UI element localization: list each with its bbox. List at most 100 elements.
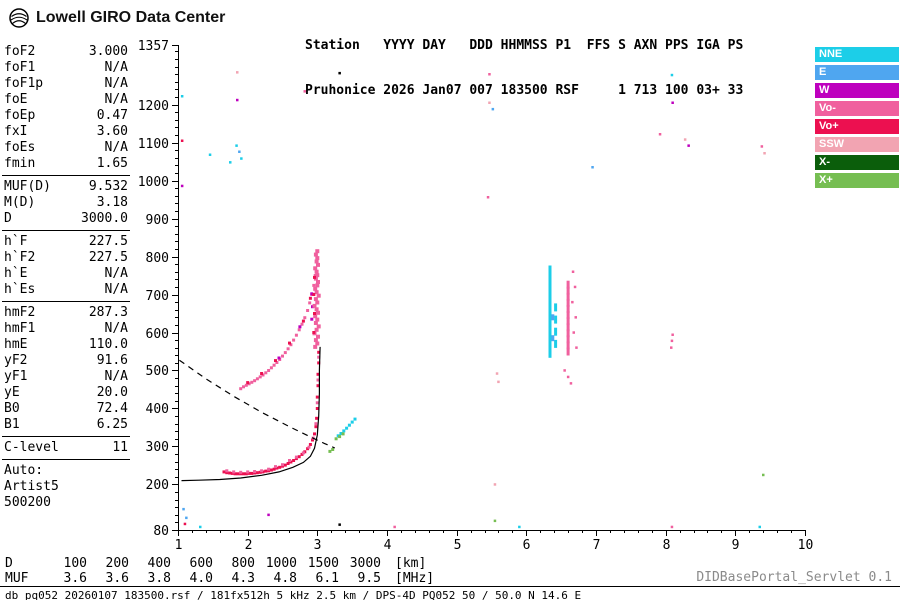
echo-point — [591, 166, 594, 169]
echo-point — [253, 379, 257, 383]
dmuf-value: 4.3 — [231, 571, 255, 586]
param-label: yE — [4, 385, 20, 400]
param-value: N/A — [104, 140, 128, 155]
echo-point — [683, 138, 687, 141]
param-value: 6.25 — [96, 417, 128, 432]
echo-point — [183, 522, 187, 526]
echo-point — [548, 319, 552, 328]
status-line: db pq052 20260107 183500.rsf / 181fx512h… — [5, 589, 582, 600]
param-divider — [2, 436, 130, 437]
echo-point — [260, 469, 264, 473]
echo-point — [315, 249, 320, 254]
echo-point — [264, 371, 268, 375]
echo-point — [488, 73, 491, 76]
echo-point — [238, 150, 241, 153]
echo-point — [314, 422, 318, 426]
param-row-h-es: h`Es N/A — [2, 282, 130, 298]
echo-point — [574, 316, 577, 319]
echo-point — [347, 423, 351, 427]
dmuf-value: 6.1 — [315, 571, 339, 586]
echo-point — [518, 525, 521, 529]
echo-point — [255, 377, 259, 381]
series-interference-pink — [566, 280, 570, 356]
echo-point — [250, 471, 254, 475]
param-value: N/A — [104, 76, 128, 91]
param-label: foE — [4, 92, 28, 107]
param-label: h`Es — [4, 282, 36, 297]
echo-point — [315, 300, 320, 305]
dmuf-value: 9.5 — [357, 571, 381, 586]
echo-point — [486, 196, 490, 199]
param-label: yF2 — [4, 353, 28, 368]
param-value: 9.532 — [88, 179, 128, 194]
y-tick-label: 1357 — [138, 40, 169, 54]
param-row-hmf1: hmF1 N/A — [2, 321, 130, 337]
echo-point — [572, 331, 575, 334]
param-label: MUF(D) — [4, 179, 51, 194]
echo-point — [758, 525, 761, 529]
echo-point — [548, 276, 552, 285]
echo-point — [566, 298, 570, 307]
echo-point — [548, 349, 552, 358]
x-tick-label: 6 — [523, 538, 531, 553]
echo-point — [670, 339, 674, 343]
echo-point — [225, 471, 229, 475]
dmuf-value: 1500 — [307, 556, 339, 571]
dmuf-value: 4.8 — [273, 571, 297, 586]
echo-point — [267, 369, 271, 372]
echo-point — [269, 468, 273, 472]
legend-item-x+: X+ — [815, 173, 899, 188]
echo-point — [313, 275, 316, 279]
echo-point — [571, 300, 574, 304]
echo-point — [566, 311, 570, 319]
echo-point — [272, 467, 276, 471]
dmuf-unit: [MHz] — [395, 571, 435, 586]
echo-point — [312, 303, 317, 308]
echo-point — [288, 459, 291, 462]
echo-point — [283, 463, 287, 467]
echo-point — [548, 265, 552, 274]
param-row-hme: hmE 110.0 — [2, 337, 130, 353]
echo-point — [331, 448, 335, 451]
echo-point — [314, 307, 319, 312]
echo-point — [687, 144, 690, 147]
echo-point — [180, 184, 184, 188]
echo-point — [566, 323, 570, 332]
echo-point — [328, 449, 332, 453]
echo-point — [353, 417, 357, 421]
echo-point — [315, 256, 320, 261]
dmuf-value: 4.0 — [189, 571, 213, 586]
series-f-trace-2nd-hop — [239, 274, 317, 391]
x-tick-label: 3 — [314, 538, 322, 553]
echo-point — [312, 293, 316, 296]
echo-point — [310, 292, 314, 296]
echo-point — [229, 161, 232, 164]
echo-point — [301, 319, 305, 323]
echo-point — [350, 420, 354, 424]
param-label: h`F2 — [4, 250, 36, 265]
param-row-foes: foEs N/A — [2, 140, 130, 156]
param-value: 20.0 — [96, 385, 128, 400]
param-label: B1 — [4, 417, 20, 432]
ionogram-plot: 8020030040050060070080090010001100120013… — [138, 40, 814, 553]
echo-point — [242, 472, 245, 476]
echo-point — [548, 325, 552, 334]
echo-point — [314, 269, 319, 274]
param-label: h`F — [4, 234, 28, 249]
echo-point — [298, 325, 302, 329]
y-tick-label: 400 — [146, 402, 169, 417]
param-row-b1: B1 6.25 — [2, 417, 130, 433]
x-tick-label: 7 — [593, 538, 601, 553]
echo-point — [658, 133, 662, 136]
echo-point — [566, 286, 570, 295]
echo-point — [208, 153, 212, 156]
echo-point — [316, 384, 320, 388]
series-f-trace-2nd-hop-red — [246, 296, 312, 385]
param-row-yf1: yF1 N/A — [2, 369, 130, 385]
param-value: N/A — [104, 369, 128, 384]
dmuf-value: 200 — [105, 556, 129, 571]
echo-point — [548, 301, 552, 310]
param-row-muf-d-: MUF(D) 9.532 — [2, 179, 130, 195]
echo-point — [316, 280, 320, 284]
